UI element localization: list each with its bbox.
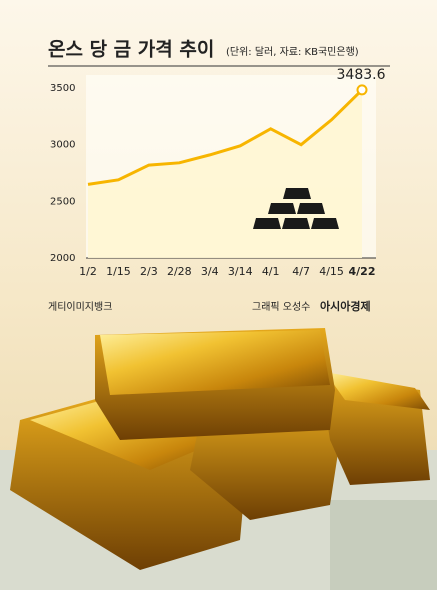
chart-title: 온스 당 금 가격 추이: [48, 39, 214, 61]
graphic-credit: 그래픽 오성수: [252, 301, 310, 313]
x-tick-label: 4/15: [319, 265, 344, 278]
end-point: [356, 84, 368, 96]
x-tick-label: 4/7: [292, 265, 310, 278]
x-tick-label: 1/15: [106, 265, 131, 278]
y-tick-label: 2000: [50, 253, 75, 264]
x-tick-label: 3/4: [201, 265, 219, 278]
x-tick-label: 1/2: [79, 265, 97, 278]
x-tick-label: 3/14: [228, 265, 253, 278]
photo-credit: 게티이미지뱅크: [48, 301, 112, 313]
x-tick-label: 4/1: [262, 265, 280, 278]
gold-bars-photo: [10, 328, 430, 570]
x-tick-label: 2/3: [140, 265, 158, 278]
value-label: 3483.6: [337, 67, 386, 83]
y-tick-label: 3000: [50, 140, 75, 151]
y-tick-label: 3500: [50, 83, 75, 94]
chart-subtitle: (단위: 달러, 자료: KB국민은행): [226, 45, 359, 58]
x-tick-label: 4/22: [349, 265, 376, 278]
area: [88, 89, 362, 258]
y-tick-label: 2500: [50, 196, 75, 207]
dollar-bill: [330, 500, 437, 590]
line: [87, 88, 364, 186]
x-tick-label: 2/28: [167, 265, 192, 278]
publisher: 아시아경제: [320, 299, 371, 313]
gold-icon: [253, 188, 339, 229]
